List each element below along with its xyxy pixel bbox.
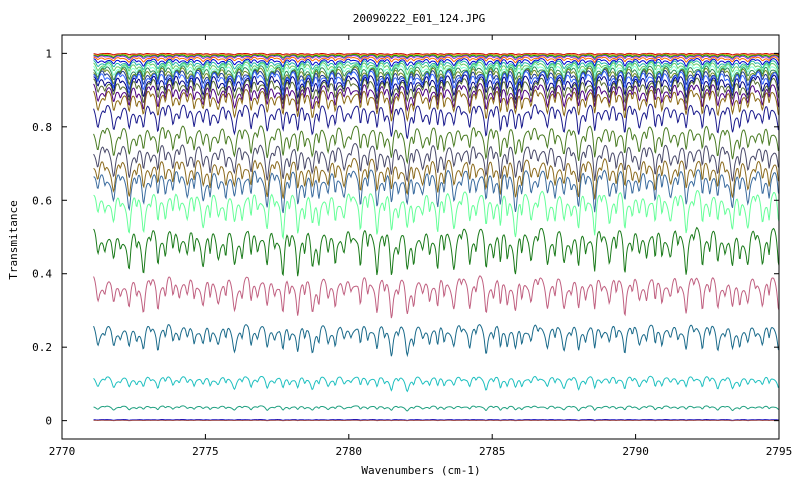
series-line <box>93 226 780 277</box>
series-line <box>93 275 780 319</box>
series-line <box>93 54 780 61</box>
series-line <box>93 375 780 393</box>
series-line <box>93 169 780 214</box>
y-axis-label: Transmitance <box>7 200 20 279</box>
series-line <box>93 405 780 412</box>
series-line <box>93 77 780 106</box>
series-line <box>93 419 780 421</box>
series-line <box>93 54 780 59</box>
series-line <box>93 88 780 123</box>
series-layer <box>93 52 780 422</box>
series-line <box>93 66 780 88</box>
plot-frame <box>61 34 780 440</box>
series-line <box>93 65 780 85</box>
x-tick-label: 2790 <box>622 445 649 458</box>
series-line <box>93 323 780 358</box>
series-line <box>93 83 780 115</box>
series-line <box>93 103 780 139</box>
series-line <box>93 70 780 97</box>
y-tick-label: 1 <box>45 47 52 60</box>
y-tick-label: 0 <box>45 415 52 428</box>
series-line <box>93 157 780 200</box>
ticks-layer: 2770 2775 2780 2785 2790 2795 0 0.2 0.4 0.6 0.8 1 <box>32 35 792 458</box>
series-line <box>93 58 780 68</box>
series-line <box>93 52 779 56</box>
series-line <box>93 61 780 77</box>
x-tick-label: 2770 <box>49 445 76 458</box>
y-tick-label: 0.8 <box>32 121 52 134</box>
series-line <box>93 125 780 165</box>
chart-title: 20090222_E01_124.JPG <box>353 12 485 25</box>
x-tick-label: 2795 <box>766 445 793 458</box>
x-tick-label: 2780 <box>336 445 363 458</box>
series-line <box>93 68 780 92</box>
x-tick-label: 2785 <box>479 445 506 458</box>
x-axis-label: Wavenumbers (cm-1) <box>361 464 480 477</box>
series-line <box>93 59 780 72</box>
series-line <box>93 73 780 102</box>
series-line <box>93 63 780 81</box>
series-line <box>93 189 780 240</box>
series-line <box>93 143 780 183</box>
y-tick-label: 0.4 <box>32 268 52 281</box>
x-tick-label: 2775 <box>192 445 219 458</box>
series-line <box>93 53 780 58</box>
y-tick-label: 0.2 <box>32 341 52 354</box>
y-tick-label: 0.6 <box>32 194 52 207</box>
series-line <box>93 56 780 64</box>
